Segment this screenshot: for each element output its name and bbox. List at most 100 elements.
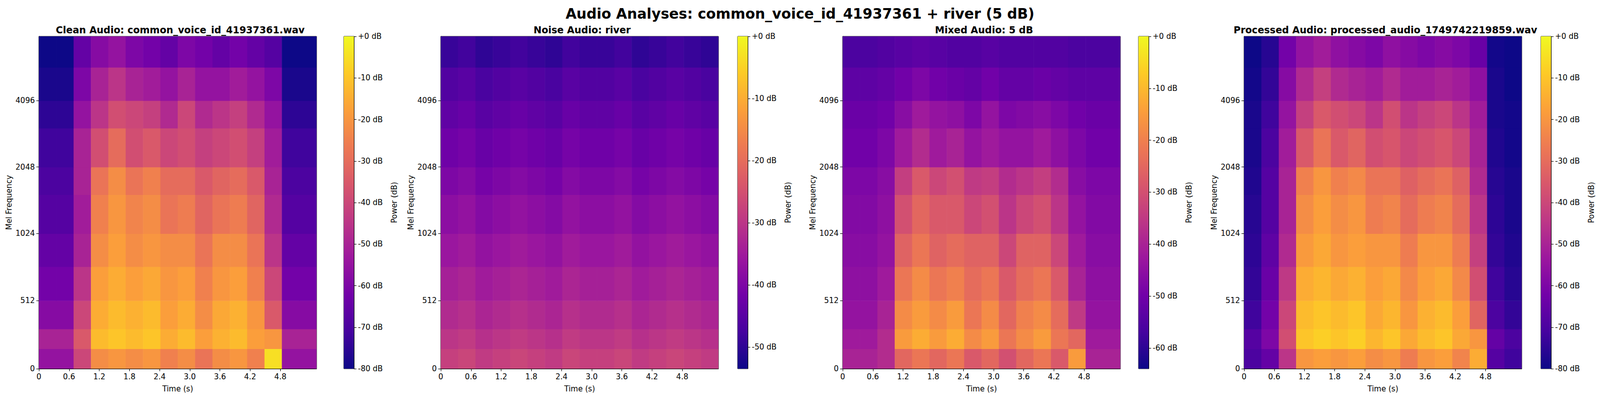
svg-text:1.8: 1.8 xyxy=(926,372,940,382)
svg-text:4.2: 4.2 xyxy=(646,372,659,382)
svg-text:-20 dB: -20 dB xyxy=(751,156,777,166)
svg-text:1024: 1024 xyxy=(417,228,437,238)
svg-text:4.8: 4.8 xyxy=(274,372,287,382)
svg-text:Noise Audio: river: Noise Audio: river xyxy=(533,24,632,36)
svg-text:+0 dB: +0 dB xyxy=(1555,31,1579,41)
svg-text:-40 dB: -40 dB xyxy=(1555,197,1580,208)
svg-text:Mel Frequency: Mel Frequency xyxy=(808,175,818,231)
svg-text:Time (s): Time (s) xyxy=(563,384,596,394)
svg-text:Time (s): Time (s) xyxy=(162,384,194,394)
svg-text:3.6: 3.6 xyxy=(1017,372,1030,382)
svg-text:1.8: 1.8 xyxy=(1328,372,1341,382)
svg-text:0.6: 0.6 xyxy=(465,372,478,382)
svg-text:-50 dB: -50 dB xyxy=(751,342,777,352)
svg-text:0.6: 0.6 xyxy=(1268,372,1281,382)
svg-text:3.6: 3.6 xyxy=(615,372,629,382)
svg-text:-50 dB: -50 dB xyxy=(1152,291,1178,301)
svg-text:-40 dB: -40 dB xyxy=(1152,239,1178,249)
svg-text:-10 dB: -10 dB xyxy=(1555,73,1580,83)
svg-text:-40 dB: -40 dB xyxy=(357,197,383,208)
svg-text:Power (dB): Power (dB) xyxy=(389,181,399,224)
svg-text:4096: 4096 xyxy=(417,95,437,106)
svg-text:3.6: 3.6 xyxy=(1419,372,1432,382)
svg-text:0: 0 xyxy=(1241,372,1247,382)
svg-text:-20 dB: -20 dB xyxy=(1555,115,1580,125)
svg-text:2048: 2048 xyxy=(819,162,839,172)
svg-text:4.2: 4.2 xyxy=(244,372,257,382)
svg-text:0: 0 xyxy=(1234,364,1241,374)
svg-text:3.0: 3.0 xyxy=(585,372,598,382)
svg-text:3.0: 3.0 xyxy=(1388,372,1402,382)
svg-text:1.2: 1.2 xyxy=(93,372,106,382)
svg-text:Time (s): Time (s) xyxy=(965,384,998,394)
svg-text:2048: 2048 xyxy=(1220,162,1241,172)
svg-text:0: 0 xyxy=(36,372,42,382)
svg-text:1024: 1024 xyxy=(1220,228,1241,238)
svg-text:+0 dB: +0 dB xyxy=(1152,31,1177,41)
svg-text:-80 dB: -80 dB xyxy=(1555,364,1580,374)
svg-text:-70 dB: -70 dB xyxy=(1555,322,1580,332)
svg-text:3.0: 3.0 xyxy=(183,372,196,382)
svg-text:4.8: 4.8 xyxy=(1479,372,1492,382)
svg-text:1.8: 1.8 xyxy=(525,372,538,382)
svg-text:1.2: 1.2 xyxy=(495,372,508,382)
svg-text:-60 dB: -60 dB xyxy=(1152,343,1178,353)
svg-text:-30 dB: -30 dB xyxy=(1152,187,1178,197)
svg-text:Power (dB): Power (dB) xyxy=(1184,181,1194,224)
svg-text:Power (dB): Power (dB) xyxy=(1586,181,1596,224)
svg-text:512: 512 xyxy=(422,295,437,305)
svg-text:-10 dB: -10 dB xyxy=(357,73,383,83)
svg-text:3.6: 3.6 xyxy=(214,372,227,382)
svg-text:2.4: 2.4 xyxy=(555,372,568,382)
svg-text:Mel Frequency: Mel Frequency xyxy=(406,175,416,231)
svg-text:3.0: 3.0 xyxy=(987,372,1000,382)
svg-text:Time (s): Time (s) xyxy=(1367,384,1399,394)
svg-text:-30 dB: -30 dB xyxy=(1555,156,1580,166)
svg-text:Mel Frequency: Mel Frequency xyxy=(1209,175,1219,231)
svg-text:-80 dB: -80 dB xyxy=(357,364,383,374)
svg-text:0: 0 xyxy=(840,372,846,382)
svg-text:4.2: 4.2 xyxy=(1449,372,1462,382)
svg-text:-30 dB: -30 dB xyxy=(751,218,777,228)
svg-text:Processed Audio: processed_aud: Processed Audio: processed_audio_1749742… xyxy=(1233,24,1538,36)
svg-text:1024: 1024 xyxy=(15,228,35,238)
svg-text:1024: 1024 xyxy=(819,228,839,238)
svg-text:Mel Frequency: Mel Frequency xyxy=(4,175,14,231)
svg-text:2048: 2048 xyxy=(417,162,437,172)
svg-text:4096: 4096 xyxy=(15,95,35,106)
svg-text:512: 512 xyxy=(823,295,839,305)
svg-text:0: 0 xyxy=(438,372,444,382)
svg-text:4096: 4096 xyxy=(1220,95,1241,106)
svg-text:-60 dB: -60 dB xyxy=(1555,281,1580,291)
svg-text:Power (dB): Power (dB) xyxy=(783,181,793,224)
svg-text:2.4: 2.4 xyxy=(957,372,970,382)
svg-text:1.2: 1.2 xyxy=(897,372,910,382)
svg-text:-20 dB: -20 dB xyxy=(357,115,383,125)
svg-text:-50 dB: -50 dB xyxy=(357,239,383,249)
svg-text:512: 512 xyxy=(1225,295,1241,305)
svg-text:Clean Audio: common_voice_id_4: Clean Audio: common_voice_id_41937361.wa… xyxy=(56,24,305,36)
svg-text:4.8: 4.8 xyxy=(1077,372,1091,382)
svg-text:2.4: 2.4 xyxy=(1358,372,1371,382)
svg-text:0: 0 xyxy=(431,364,437,374)
svg-text:4.8: 4.8 xyxy=(676,372,689,382)
svg-text:2.4: 2.4 xyxy=(153,372,166,382)
svg-text:-30 dB: -30 dB xyxy=(357,156,383,166)
svg-text:512: 512 xyxy=(20,295,35,305)
svg-text:-20 dB: -20 dB xyxy=(1152,135,1178,145)
svg-text:-10 dB: -10 dB xyxy=(1152,83,1178,93)
svg-text:-50 dB: -50 dB xyxy=(1555,239,1580,249)
svg-text:0.6: 0.6 xyxy=(63,372,76,382)
svg-text:0.6: 0.6 xyxy=(866,372,880,382)
svg-text:2048: 2048 xyxy=(15,162,35,172)
svg-text:Mixed Audio: 5 dB: Mixed Audio: 5 dB xyxy=(935,24,1034,36)
svg-text:1.2: 1.2 xyxy=(1298,372,1311,382)
svg-text:+0 dB: +0 dB xyxy=(357,31,382,41)
svg-text:+0 dB: +0 dB xyxy=(751,31,776,41)
svg-text:1.8: 1.8 xyxy=(123,372,136,382)
svg-text:0: 0 xyxy=(833,364,839,374)
svg-text:0: 0 xyxy=(29,364,35,374)
svg-text:4096: 4096 xyxy=(819,95,839,106)
svg-text:-10 dB: -10 dB xyxy=(751,93,777,103)
svg-text:4.2: 4.2 xyxy=(1048,372,1061,382)
